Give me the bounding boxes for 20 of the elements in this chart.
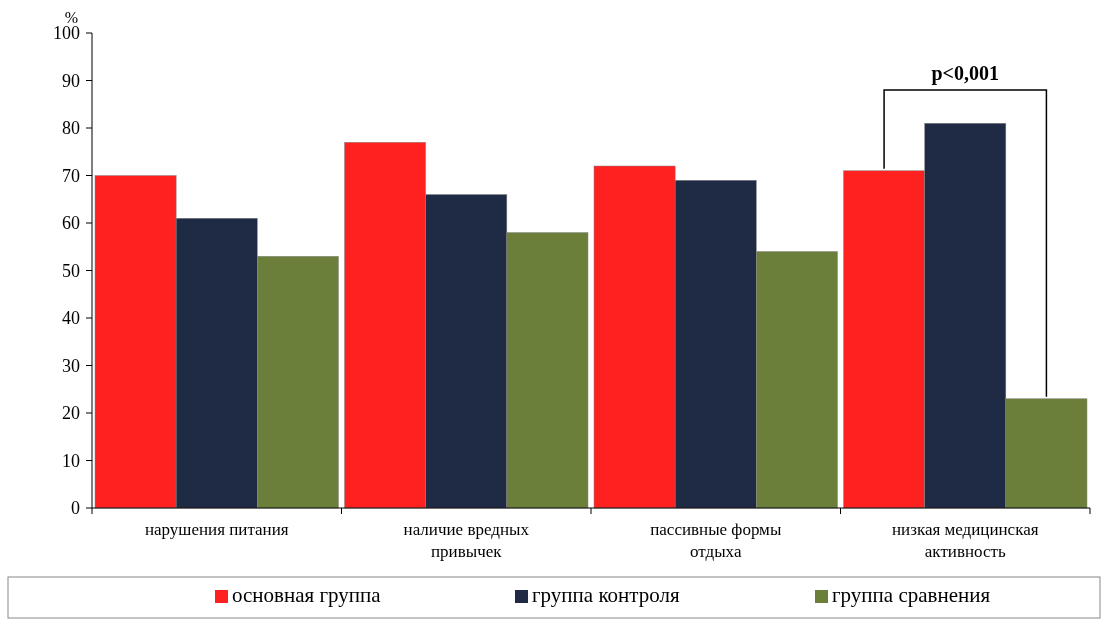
y-tick-label: 40	[62, 308, 80, 329]
y-tick-label: 90	[62, 70, 80, 91]
y-tick-label: 0	[71, 498, 80, 519]
x-tick-label: нарушения питания	[144, 520, 289, 539]
legend-label: основная группа	[232, 583, 382, 607]
y-tick-label: 80	[62, 118, 80, 139]
x-tick-label: наличие вредных привычек	[403, 520, 530, 561]
y-tick-label: 60	[62, 213, 80, 234]
y-tick-label: 20	[62, 403, 80, 424]
y-tick-label: 70	[62, 165, 80, 186]
y-axis-title: %	[64, 9, 78, 26]
legend-label: группа контроля	[532, 583, 680, 607]
y-tick-label: 10	[62, 450, 80, 471]
x-tick-label: пассивные формы отдыха	[650, 520, 782, 561]
y-tick-label: 30	[62, 355, 80, 376]
y-tick-label: 50	[62, 260, 80, 281]
x-tick-label: низкая медицинская активность	[891, 520, 1039, 561]
annotation: p<0,001	[931, 62, 1000, 85]
legend-label: группа сравнения	[832, 583, 991, 607]
y-tick-label: 100	[53, 23, 80, 44]
